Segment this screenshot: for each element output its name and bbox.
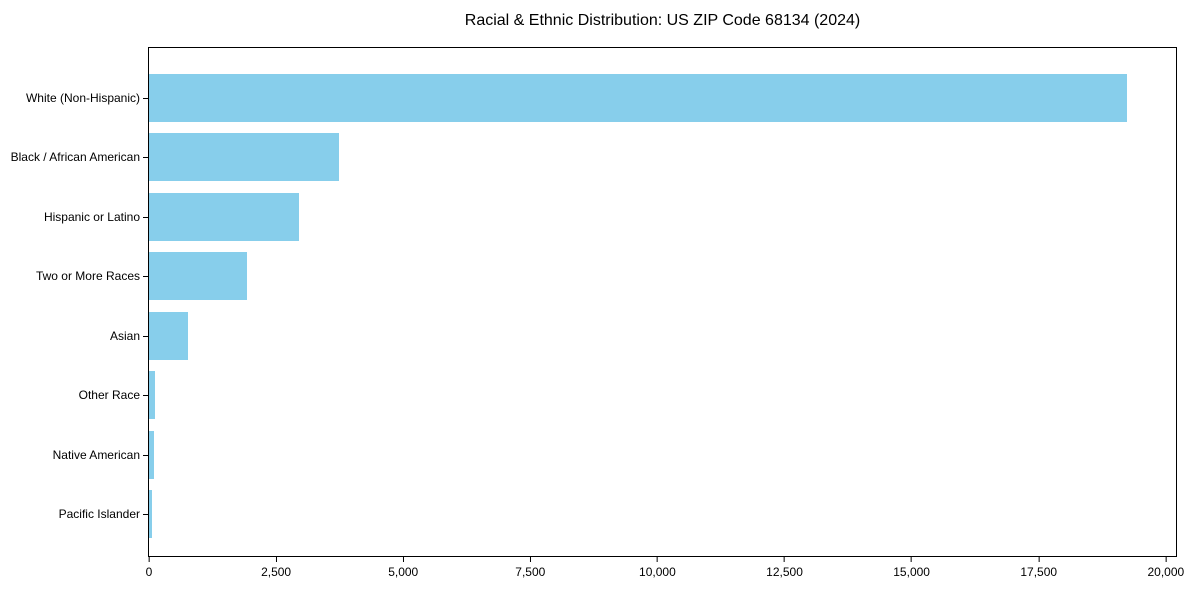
y-axis-category-label: Other Race bbox=[78, 388, 140, 403]
bar bbox=[149, 430, 154, 479]
bar-row: Two or More Races bbox=[36, 247, 1176, 307]
y-axis-category-label: Asian bbox=[109, 328, 140, 343]
bar-row: Native American bbox=[53, 425, 1176, 485]
y-axis-tick bbox=[143, 395, 148, 397]
y-axis-tick bbox=[143, 514, 148, 516]
x-axis-tick-label: 0 bbox=[145, 565, 153, 579]
x-axis-tick-label: 15,000 bbox=[893, 565, 930, 579]
x-axis-tick: 12,500 bbox=[766, 556, 803, 578]
y-axis-tick bbox=[143, 157, 148, 159]
x-axis-tick-mark bbox=[402, 557, 404, 562]
bar bbox=[149, 490, 152, 539]
y-axis-category-label: White (Non-Hispanic) bbox=[25, 90, 140, 105]
bar bbox=[149, 133, 339, 182]
x-axis-tick: 15,000 bbox=[893, 556, 930, 578]
bar bbox=[149, 73, 1128, 122]
x-axis-tick-mark bbox=[784, 557, 786, 562]
x-axis-tick-label: 10,000 bbox=[639, 565, 676, 579]
bar-row: Hispanic or Latino bbox=[44, 187, 1176, 247]
y-axis-category-label: Native American bbox=[52, 447, 140, 462]
x-axis-tick: 10,000 bbox=[639, 556, 676, 578]
y-axis-tick bbox=[143, 97, 148, 99]
bars-container: White (Non-Hispanic) Black / African Amer… bbox=[11, 48, 1176, 556]
bar bbox=[149, 311, 188, 360]
bar bbox=[149, 252, 248, 301]
x-axis-tick: 20,000 bbox=[1147, 556, 1184, 578]
x-axis-tick: 17,500 bbox=[1020, 556, 1057, 578]
bar bbox=[149, 371, 156, 420]
x-axis-tick-label: 12,500 bbox=[766, 565, 803, 579]
y-axis-category-label: Hispanic or Latino bbox=[43, 209, 140, 224]
bar-row: Asian bbox=[110, 306, 1176, 366]
y-axis-category-label: Pacific Islander bbox=[58, 507, 140, 522]
y-axis-category-label: Black / African American bbox=[10, 150, 140, 165]
x-axis-tick: 2,500 bbox=[261, 556, 291, 578]
x-axis-tick: 5,000 bbox=[388, 556, 418, 578]
x-axis-tick-label: 7,500 bbox=[515, 565, 546, 579]
bar-row: Black / African American bbox=[11, 128, 1176, 188]
x-axis-tick: 0 bbox=[145, 556, 153, 579]
y-axis-tick bbox=[143, 335, 148, 337]
bar-row: White (Non-Hispanic) bbox=[26, 68, 1176, 128]
x-axis: 0 2,500 5,000 7,500 10,000 12,500 15,000 17,500… bbox=[145, 556, 1184, 590]
x-axis-tick-label: 2,500 bbox=[261, 565, 292, 579]
chart-title: Racial & Ethnic Distribution: US ZIP Cod… bbox=[464, 12, 861, 29]
x-axis-tick-mark bbox=[1038, 557, 1040, 562]
x-axis-tick-label: 5,000 bbox=[388, 565, 419, 579]
bar bbox=[149, 192, 299, 241]
x-axis-tick-mark bbox=[275, 557, 277, 562]
x-axis-tick-label: 17,500 bbox=[1020, 565, 1058, 579]
x-axis-tick: 7,500 bbox=[515, 556, 545, 578]
bar-row: Pacific Islander bbox=[59, 485, 1176, 545]
y-axis-category-label: Two or More Races bbox=[35, 269, 140, 284]
x-axis-tick-mark bbox=[1165, 557, 1167, 562]
bar-row: Other Race bbox=[79, 366, 1176, 426]
y-axis-tick bbox=[143, 276, 148, 278]
x-axis-tick-label: 20,000 bbox=[1147, 565, 1185, 579]
x-axis-tick-mark bbox=[656, 557, 658, 562]
x-axis-tick-mark bbox=[529, 557, 531, 562]
y-axis-tick bbox=[143, 216, 148, 218]
x-axis-tick-mark bbox=[911, 557, 913, 562]
y-axis-tick bbox=[143, 454, 148, 456]
plot-area: White (Non-Hispanic) Black / African Amer… bbox=[11, 47, 1184, 578]
x-axis-tick-mark bbox=[148, 557, 150, 562]
